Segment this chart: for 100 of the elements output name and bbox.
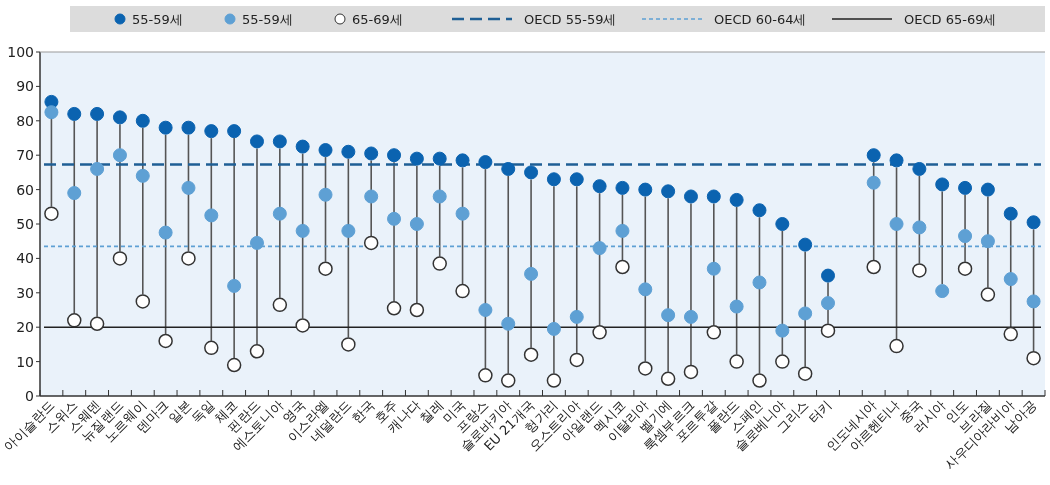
point: [524, 266, 539, 281]
point: [546, 172, 561, 187]
point: [889, 153, 904, 168]
point: [1026, 350, 1041, 366]
point: [341, 144, 356, 159]
point: [912, 220, 927, 235]
point: [67, 186, 82, 201]
point: [249, 344, 265, 359]
point: [889, 217, 904, 231]
point: [980, 182, 995, 197]
point: [318, 143, 333, 158]
point: [866, 175, 881, 190]
point: [912, 263, 927, 278]
y-tick-label: 10: [16, 353, 34, 370]
point: [706, 325, 722, 340]
point: [409, 302, 425, 318]
point: [227, 278, 242, 293]
point: [409, 217, 424, 231]
point: [638, 182, 653, 197]
point: [798, 237, 813, 252]
point: [272, 297, 288, 313]
point: [158, 225, 173, 240]
point: [204, 124, 219, 139]
point: [432, 151, 447, 166]
point: [866, 259, 881, 275]
point: [980, 287, 996, 302]
point: [386, 301, 402, 316]
point: [135, 168, 150, 183]
legend-label: 65-69세: [352, 12, 403, 27]
point: [775, 354, 790, 369]
point: [363, 235, 379, 251]
point: [729, 299, 744, 314]
point: [661, 308, 676, 323]
point: [387, 148, 402, 163]
point: [204, 208, 219, 223]
point: [90, 106, 105, 121]
point: [592, 241, 607, 256]
point: [135, 113, 150, 128]
point: [135, 294, 151, 309]
point: [318, 261, 333, 276]
point: [181, 251, 196, 266]
point: [729, 192, 744, 207]
point: [1003, 206, 1018, 221]
point: [638, 361, 653, 376]
point: [615, 180, 630, 195]
y-tick-label: 90: [16, 78, 34, 95]
point: [67, 106, 82, 121]
point: [227, 124, 242, 139]
point: [569, 352, 585, 368]
point: [272, 134, 287, 149]
point: [318, 187, 333, 202]
point: [820, 323, 836, 338]
point: [935, 177, 950, 192]
point: [478, 368, 493, 383]
point: [889, 338, 904, 354]
point: [523, 347, 539, 362]
point: [1026, 215, 1041, 230]
y-tick-label: 100: [7, 44, 34, 60]
legend-label: OECD 60-64세: [714, 12, 807, 27]
point: [1003, 272, 1018, 287]
y-tick-label: 30: [16, 284, 34, 301]
point: [364, 146, 379, 161]
point: [683, 364, 699, 380]
point: [729, 354, 744, 369]
point: [752, 203, 767, 218]
point: [341, 337, 356, 352]
point: [67, 313, 82, 328]
point: [112, 251, 128, 266]
y-tick-label: 20: [16, 319, 34, 336]
point: [957, 261, 973, 276]
point: [683, 309, 698, 324]
y-tick-label: 70: [16, 147, 34, 164]
point: [980, 234, 995, 249]
legend-label: OECD 65-69세: [904, 12, 997, 27]
point: [432, 256, 447, 271]
point: [935, 284, 950, 299]
y-tick-label: 40: [16, 250, 34, 267]
point: [661, 184, 676, 199]
point: [409, 151, 424, 166]
point: [226, 357, 242, 373]
point: [455, 283, 470, 299]
point: [683, 189, 698, 204]
point: [1003, 326, 1018, 342]
point: [112, 148, 127, 163]
point: [204, 340, 219, 356]
point: [90, 161, 105, 176]
point: [546, 373, 562, 388]
point: [638, 282, 653, 297]
point: [706, 261, 721, 276]
point: [752, 373, 767, 388]
point: [295, 139, 310, 154]
point: [546, 321, 561, 336]
point: [295, 223, 310, 238]
point: [752, 275, 767, 290]
point: [387, 211, 402, 226]
point: [341, 223, 356, 238]
point: [615, 259, 630, 275]
point: [89, 316, 105, 332]
point: [775, 323, 790, 338]
point: [455, 153, 470, 168]
